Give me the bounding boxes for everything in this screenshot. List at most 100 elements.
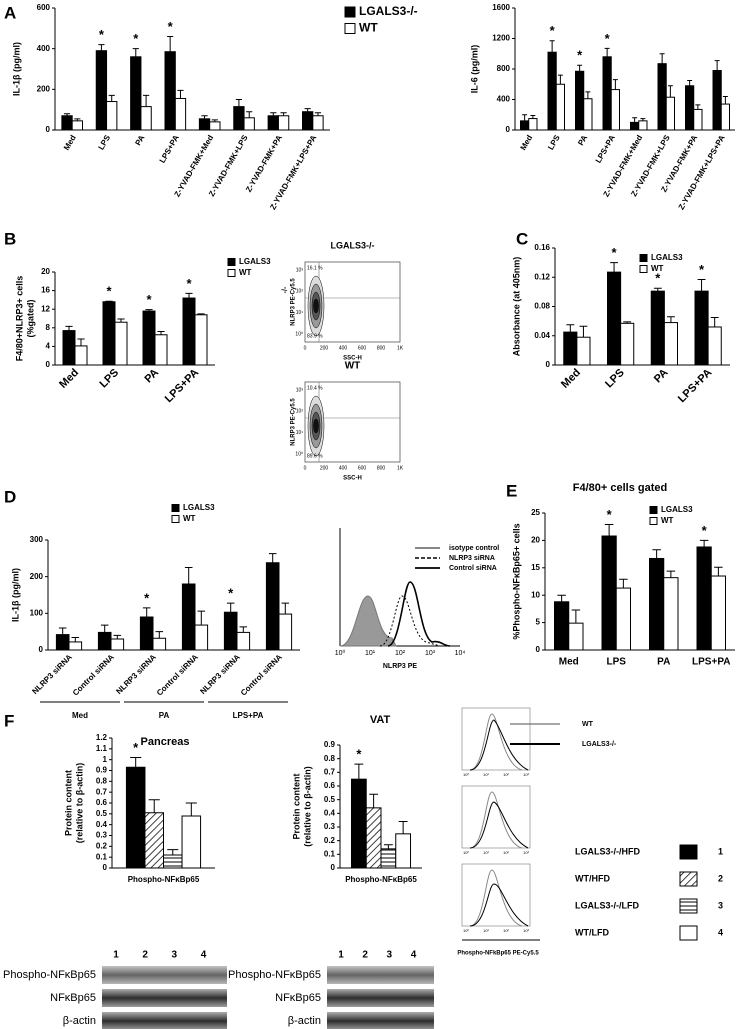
error-bar [714, 566, 723, 577]
bar [114, 321, 128, 366]
x-tick-label: LPS [607, 657, 627, 668]
error-bar [522, 114, 528, 121]
y-tick-label: 300 [30, 535, 44, 544]
bar [164, 51, 176, 131]
y-tick-label: 0 [536, 645, 541, 654]
y-tick-label: 0.2 [96, 841, 108, 850]
panel-label: A [4, 3, 16, 22]
significance-mark: * [702, 523, 708, 538]
legend-label: LGALS3 [239, 257, 271, 266]
y-tick-label: 0.2 [324, 836, 336, 845]
legend-label: WT [651, 264, 664, 273]
flow-y-label: NLRP3 PE-Cy5.5 [291, 278, 297, 326]
bar [71, 120, 83, 131]
significance-mark: * [186, 276, 192, 291]
flow-f-x-tick: 10¹ [483, 850, 489, 855]
y-tick-label: 0.5 [96, 809, 108, 818]
bar [181, 583, 196, 651]
y-axis-label: (%gated) [25, 299, 35, 337]
bar [602, 56, 612, 131]
significance-mark: * [699, 262, 705, 277]
hist-x-label: NLRP3 PE [383, 663, 418, 670]
error-bar [653, 287, 662, 292]
panel-label: C [516, 229, 528, 248]
bar [182, 297, 196, 366]
error-bar [566, 324, 575, 333]
blot-band [327, 989, 434, 1007]
flow-title: WT [345, 361, 361, 372]
y-tick-label: 600 [37, 3, 51, 12]
error-bar [530, 115, 536, 119]
error-bar [714, 60, 720, 71]
x-tick-label: Control siRNA [239, 652, 284, 697]
flow-x-tick: 600 [358, 345, 367, 351]
y-tick-label: 0.4 [96, 820, 108, 829]
error-bar [167, 849, 179, 855]
y-tick-label: 200 [37, 84, 51, 93]
y-axis-label: Protein content [291, 773, 301, 839]
x-tick-label: Phospho-NFκBp65 [128, 875, 200, 884]
error-bar [659, 53, 665, 64]
lgals3-histogram [469, 719, 529, 771]
flow-f-x-tick: 10² [503, 772, 509, 777]
y-tick-label: 20 [531, 536, 540, 545]
bar [583, 98, 593, 131]
y-tick-label: 0.5 [324, 795, 336, 804]
error-bar [71, 637, 80, 642]
error-bar [63, 113, 71, 116]
bar [380, 848, 397, 869]
y-tick-label: 0.04 [534, 331, 550, 340]
error-bar [619, 578, 628, 589]
x-tick-label: Med [57, 367, 81, 391]
x-tick-label: Med [519, 133, 535, 151]
blot-band [327, 966, 434, 984]
bar [685, 85, 695, 131]
panel-label: F [4, 711, 14, 730]
x-tick-label: LPS [546, 133, 562, 152]
error-bar [281, 602, 290, 615]
y-tick-label: 0.9 [324, 740, 336, 749]
error-bar [98, 44, 105, 51]
error-bar [557, 594, 566, 602]
x-tick-label: LPS [603, 367, 627, 391]
blot-label: NFκBp65 [50, 992, 96, 1004]
legend-swatch [679, 871, 698, 887]
error-bar [74, 118, 81, 121]
y-tick-label: 0.08 [534, 302, 550, 311]
y-tick-label: 0.4 [324, 808, 336, 817]
flow-x-tick: 1K [397, 465, 404, 471]
bar [209, 121, 221, 131]
error-bar [557, 74, 563, 85]
error-bar [699, 539, 709, 547]
error-bar [710, 316, 719, 327]
y-tick-label: 0 [39, 645, 44, 654]
significance-mark: * [99, 27, 105, 42]
y-tick-label: 0.3 [324, 822, 336, 831]
error-bar [226, 602, 235, 613]
bar [278, 613, 293, 651]
x-tick-label: NLRP3 siRNA [198, 652, 242, 696]
legend-label: LGALS3 [661, 505, 693, 514]
legend-label: WT/HFD [575, 873, 610, 883]
hist-x-tick: 10¹ [365, 650, 376, 657]
flow-f-x-label: Phospho-NFkBp65 PE-Cy5.5 [457, 951, 539, 957]
flow-y-tick: 10² [296, 289, 304, 295]
error-bar [58, 627, 67, 635]
flow-y-tick: 10⁰ [295, 451, 303, 457]
bar [620, 322, 635, 366]
legend-swatch [639, 254, 648, 262]
legend-label: WT [239, 268, 252, 277]
x-tick-label: PA [576, 133, 589, 147]
flow-f-x-tick: 10¹ [483, 772, 489, 777]
error-bar [623, 321, 632, 324]
gate-percent: 83.9 % [307, 333, 323, 339]
bar [712, 70, 722, 131]
bar [223, 611, 238, 651]
y-axis-label: IL-6 (pg/ml) [469, 45, 479, 94]
flow-f-x-tick: 10² [503, 928, 509, 933]
legend-swatch [344, 23, 356, 34]
flow-y-tick: 10³ [296, 267, 304, 273]
blot-label: NFκBp65 [275, 992, 321, 1004]
legend-label: LGALS3-/- [359, 4, 418, 18]
